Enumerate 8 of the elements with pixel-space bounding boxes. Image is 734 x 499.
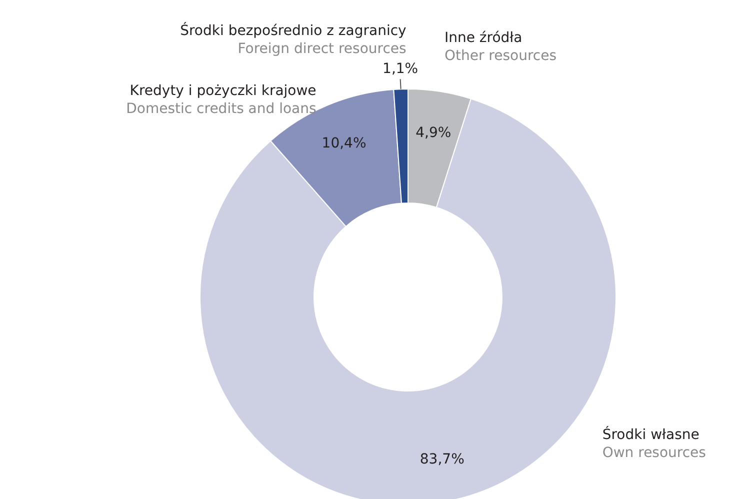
data-label: 1,1% — [382, 61, 418, 78]
slice-label: Inne źródła Other resources — [444, 30, 557, 64]
slice-label: Środki bezpośrednio z zagranicy Foreign direct resources — [180, 22, 406, 58]
slice-label: Kredyty i pożyczki krajowe Domestic credits and loans — [126, 83, 316, 118]
data-label: 83,7% — [420, 451, 464, 468]
data-label: 4,9% — [416, 124, 452, 141]
data-label: 10,4% — [322, 136, 366, 152]
slice-label: Środki własne Own resources — [602, 426, 706, 461]
